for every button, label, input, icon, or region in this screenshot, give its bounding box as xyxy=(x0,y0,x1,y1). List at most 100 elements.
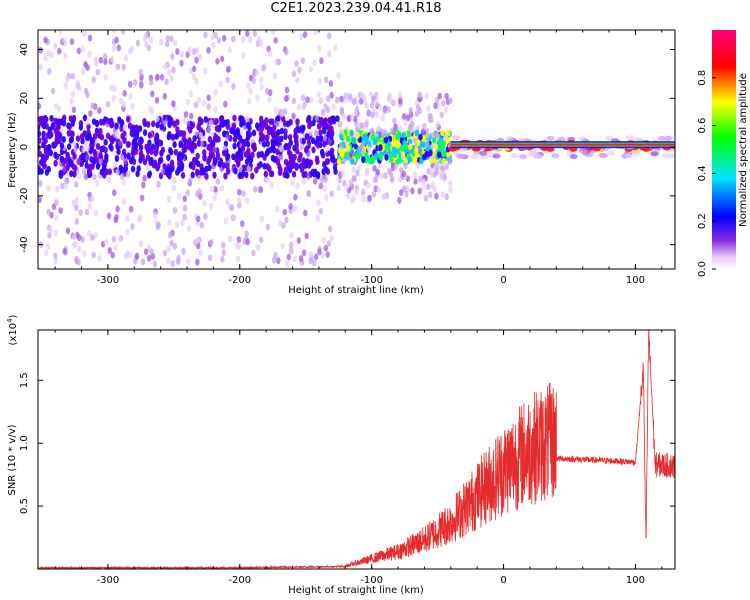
spectrogram-cell xyxy=(55,118,61,126)
spectrogram-cell xyxy=(329,91,334,99)
spectrogram-cell xyxy=(332,163,338,171)
spectrogram-cell xyxy=(432,185,437,193)
spectrogram-cell xyxy=(177,192,182,200)
spectrogram-cell xyxy=(151,120,156,128)
spectrogram-cell xyxy=(55,185,60,193)
spectrogram-cell xyxy=(192,142,198,150)
spectrogram-cell xyxy=(213,157,218,165)
spectrogram-cell xyxy=(228,235,233,243)
spectrogram-cell xyxy=(149,248,154,256)
spectrogram-cell xyxy=(169,148,174,156)
spectrogram-cell xyxy=(426,183,431,191)
spectrogram-cell xyxy=(240,220,245,228)
spectrogram-cell xyxy=(84,154,90,162)
spectrogram-cell xyxy=(98,152,103,159)
snr-panel: -300 -200 -100 0 100 0.5 1.0 1.5 Height of str… xyxy=(6,314,676,596)
spectrogram-cell xyxy=(106,212,112,220)
spectrogram-cell xyxy=(396,141,401,149)
spectrogram-cell xyxy=(70,90,76,98)
spectrogram-cell xyxy=(215,57,220,65)
x-tick-label: 100 xyxy=(626,575,645,586)
snr-series xyxy=(38,330,675,569)
spectrogram-cell xyxy=(84,208,90,216)
spectrogram-cell xyxy=(206,46,211,54)
spectrogram-cell xyxy=(231,83,236,90)
spectrogram-cell xyxy=(426,105,431,112)
spectrogram-cell xyxy=(444,193,450,201)
spectrogram-cell xyxy=(146,164,151,172)
spectrogram-cell xyxy=(551,153,560,159)
spectrogram-cell xyxy=(236,236,242,243)
spectrogram-cell xyxy=(75,135,81,143)
spectrogram-cell xyxy=(294,60,299,67)
spectrogram-cell xyxy=(324,145,329,153)
spectrogram-cell xyxy=(167,121,172,129)
spectrogram-cell xyxy=(425,131,430,139)
spectrogram-cell xyxy=(62,248,67,255)
spectrogram-cell xyxy=(125,215,130,222)
spectrogram-cell xyxy=(154,146,159,154)
spectrogram-cell xyxy=(389,127,395,134)
spectrogram-cell xyxy=(132,79,138,86)
spectrogram-cell xyxy=(319,116,324,124)
spectrogram-cell xyxy=(58,30,63,35)
spectrogram-cell xyxy=(55,123,60,131)
spectrogram-cell xyxy=(62,114,67,122)
spectrogram-cell xyxy=(404,190,409,198)
spectrogram-cell xyxy=(38,137,42,145)
spectrogram-cell xyxy=(111,94,117,102)
spectrogram-cell xyxy=(61,36,67,44)
spectrogram-cell xyxy=(293,193,298,201)
spectrogram-cell xyxy=(403,143,408,150)
spectrogram-cell xyxy=(275,120,280,128)
spectrogram-cell xyxy=(225,76,230,84)
y-tick-label: 1.5 xyxy=(19,372,30,388)
spectrogram-cell xyxy=(344,151,349,159)
spectrogram-cell xyxy=(80,46,85,53)
spectrogram-cell xyxy=(346,145,351,152)
spectrogram-cell xyxy=(85,64,90,72)
spectrogram-cell xyxy=(113,216,118,224)
spectrogram-cell xyxy=(131,158,137,166)
spectrogram-cell xyxy=(85,144,90,152)
spectrogram-cell xyxy=(439,171,444,179)
spectrogram-cell xyxy=(245,238,251,246)
spectrogram-cell xyxy=(212,146,217,154)
spectrogram-cell xyxy=(111,235,117,243)
spectrogram-cell xyxy=(208,119,214,127)
spectrogram-cell xyxy=(351,166,357,174)
spectrogram-cell xyxy=(167,219,172,226)
spectrogram-cell xyxy=(102,53,108,60)
spectrogram-cell xyxy=(46,185,51,192)
spectrogram-cell xyxy=(315,172,321,180)
snr-multiplier-base: (x10 xyxy=(8,323,19,346)
spectrogram-cell xyxy=(145,121,151,128)
spectrogram-cell xyxy=(110,251,115,259)
spectrogram-cell xyxy=(345,192,351,200)
spectrogram-cell xyxy=(294,164,299,171)
spectrogram-cell xyxy=(424,150,429,158)
spectrogram-cell xyxy=(97,255,102,262)
spectrogram-cell xyxy=(344,92,350,99)
spectrogram-cell xyxy=(324,76,329,84)
spectrogram-cell xyxy=(109,55,115,63)
spectrogram-cell xyxy=(185,189,190,197)
spectrogram-cell xyxy=(331,115,336,123)
spectrogram-cell xyxy=(479,150,488,156)
spectrogram-cell xyxy=(451,135,460,141)
spectrogram-cell xyxy=(51,141,56,149)
spectrogram-cell xyxy=(63,182,68,190)
spectrogram-cell xyxy=(265,140,270,148)
spectrogram-cell xyxy=(165,34,171,42)
spectrogram-cell xyxy=(142,174,147,182)
spectrogram-cell xyxy=(50,87,56,95)
spectrogram-cell xyxy=(285,172,290,179)
spectrogram-cell xyxy=(209,238,214,246)
spectrogram-cell xyxy=(54,132,60,140)
spectrogram-cell xyxy=(138,156,143,164)
spectrogram-cell xyxy=(176,166,181,174)
spectrogram-cell xyxy=(98,127,103,135)
spectrogram-cell xyxy=(99,145,104,153)
spectrogram-cell xyxy=(417,107,422,115)
spectrogram-cell xyxy=(121,178,126,186)
